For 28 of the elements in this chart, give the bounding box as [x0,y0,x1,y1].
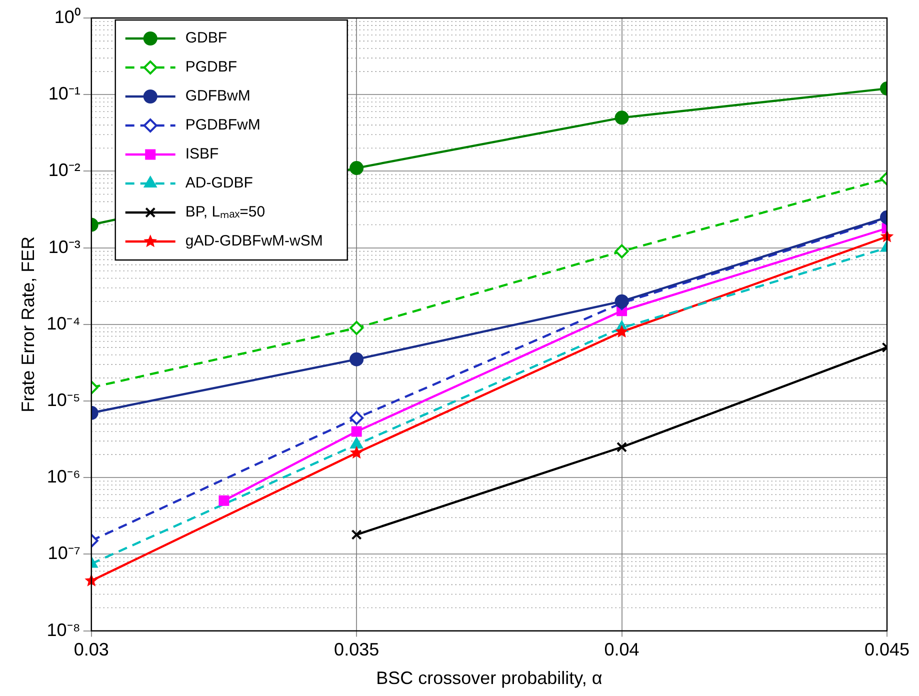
point [351,426,362,437]
point [615,324,628,338]
y-tick-label: 10⁰ [54,6,80,27]
legend-label: GDFBwM [185,88,250,105]
legend-label: PGDBFwM [185,116,260,134]
y-tick-label: 10⁻³ [48,236,80,257]
y-tick-label: 10⁻⁷ [48,543,80,564]
y-tick-label: 10⁻⁵ [46,390,80,410]
y-tick-label: 10⁻⁸ [46,620,80,640]
legend-label: AD-GDBF [185,174,253,192]
y-axis-title: Frate Error Rate, FER [18,236,38,412]
legend-label: ISBF [185,146,219,163]
legend-label: GDBF [185,30,228,47]
x-tick-label: 0.03 [74,640,109,660]
x-tick-label: 0.04 [604,640,640,660]
y-tick-label: 10⁻⁴ [46,313,80,334]
x-tick-label: 0.035 [334,640,380,660]
point [351,529,362,540]
x-axis-title: BSC crossover probability, α [376,668,602,688]
point [616,442,628,452]
legend-label: PGDBF [185,58,238,76]
legend-label: gAD-GDBFwM-wSM [185,232,323,250]
y-tick-label: 10⁻¹ [48,84,80,104]
point [350,446,364,459]
y-tick-label: 10⁻² [48,160,80,180]
legend-label: BP, Lₘₐₓ=50 [185,204,266,221]
y-tick-label: 10⁻⁶ [46,466,80,487]
x-tick-label: 0.045 [864,640,910,660]
